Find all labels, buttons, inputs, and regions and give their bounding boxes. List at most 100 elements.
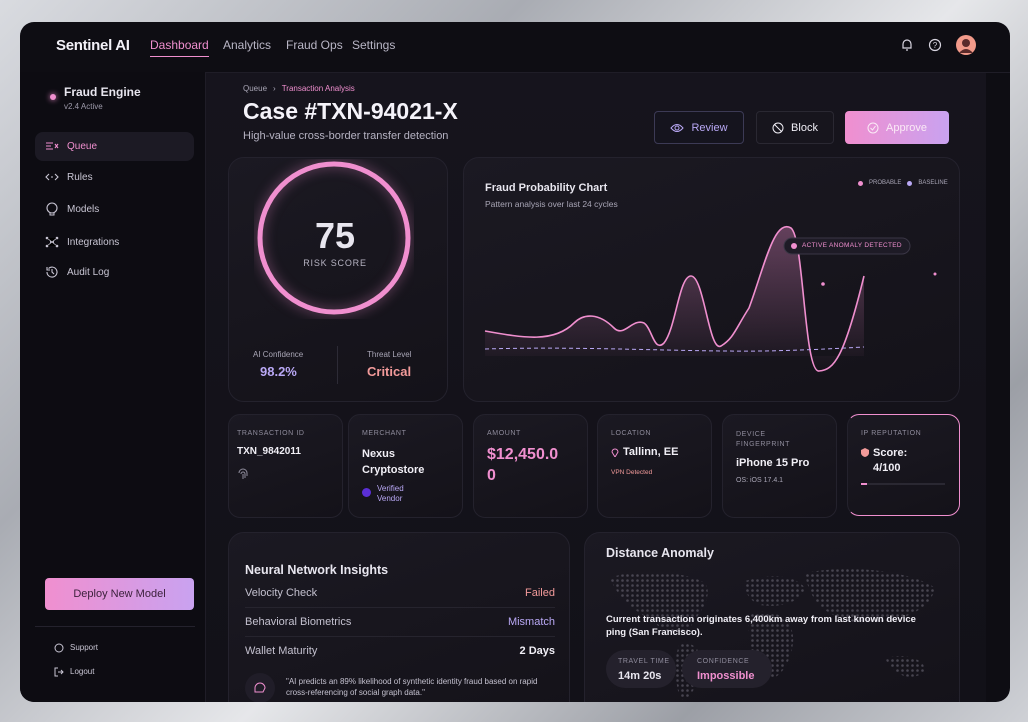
world-map: [610, 568, 935, 700]
nav-link[interactable]: Dashboard: [150, 38, 209, 57]
stat-value: Critical: [367, 364, 412, 379]
stat-label: TRAVEL TIME: [618, 658, 670, 665]
detail-value: Tallinn, EE: [623, 446, 679, 458]
detail-label: DEVICE FINGERPRINT: [736, 431, 791, 448]
distance-card: Distance Anomaly Current transaction ori…: [584, 532, 960, 702]
legend-swatch: [858, 180, 863, 186]
button-label: Approve: [886, 121, 927, 134]
menu-label: Integrations: [67, 237, 120, 248]
stat-label: Threat Level: [367, 350, 412, 359]
engine-name: Fraud Engine: [64, 85, 141, 99]
breadcrumb-item: Transaction Analysis: [281, 84, 355, 93]
brain-icon-badge: [245, 673, 275, 702]
detail-label: MERCHANT: [362, 430, 407, 437]
reputation-track: [861, 483, 945, 485]
legend-label: BASELINE: [918, 180, 948, 186]
brain-icon: [254, 682, 266, 693]
baseline-line: [484, 346, 865, 352]
anomaly-point: [933, 272, 937, 276]
audit-icon: [46, 266, 58, 278]
row-value: Failed: [525, 587, 555, 599]
sidebar: Fraud Engine v2.4 Active Queue Rules Mod…: [20, 72, 206, 702]
block-button[interactable]: Block: [756, 111, 834, 144]
nav-link[interactable]: Settings: [352, 38, 396, 52]
detail-note: Verified Vendor: [377, 484, 404, 503]
detail-label: LOCATION: [611, 430, 652, 437]
help-icon[interactable]: ?: [928, 38, 942, 52]
detail-value: TXN_9842011: [237, 446, 301, 457]
row-label: Behavioral Biometrics: [245, 616, 352, 628]
logout-link[interactable]: Logout: [70, 667, 95, 676]
menu-item[interactable]: Rules: [35, 163, 194, 192]
probable-area: [485, 226, 864, 372]
distance-title: Distance Anomaly: [606, 546, 714, 560]
detail-card: AMOUNT $12,450.00: [473, 414, 588, 518]
block-icon: [772, 122, 784, 133]
shield-icon: [861, 448, 869, 457]
check-icon: [867, 122, 879, 133]
risk-label: RISK SCORE: [303, 258, 367, 268]
risk-ring: [257, 161, 411, 315]
nav-link[interactable]: Fraud Ops: [286, 38, 343, 52]
anomaly-point: [821, 282, 825, 286]
divider: [337, 346, 338, 384]
support-link[interactable]: Support: [70, 643, 99, 652]
detail-card: IP REPUTATION Score: 4/100: [847, 414, 960, 516]
logout-icon: [54, 667, 64, 677]
stat-label: AI Confidence: [253, 350, 304, 359]
menu-item[interactable]: Models: [35, 195, 194, 224]
detail-card: TRANSACTION ID TXN_9842011: [228, 414, 343, 518]
top-bar: Sentinel AI Dashboard Analytics Fraud Op…: [20, 22, 1010, 73]
menu-item[interactable]: Queue: [35, 132, 194, 161]
bell-icon[interactable]: [900, 38, 914, 52]
menu-label: Audit Log: [67, 267, 110, 278]
legend-label: PROBABLE: [869, 180, 902, 186]
menu-item[interactable]: Integrations: [35, 228, 194, 257]
integrations-icon: [45, 236, 59, 248]
nav-link[interactable]: Analytics: [223, 38, 272, 52]
eye-icon: [670, 123, 685, 132]
detail-note: VPN Detected: [611, 469, 653, 476]
insight-row: Velocity Check Failed: [245, 579, 555, 608]
breadcrumb-item[interactable]: Queue: [243, 84, 268, 93]
support-icon: [54, 643, 64, 653]
stat-value: 14m 20s: [618, 670, 662, 682]
chart-card: Fraud Probability Chart Pattern analysis…: [463, 157, 960, 402]
menu-label: Rules: [67, 172, 93, 183]
breadcrumb: Queue › Transaction Analysis: [243, 84, 355, 93]
chart-legend: PROBABLE BASELINE: [858, 180, 948, 186]
button-label: Block: [791, 121, 818, 134]
detail-note: OS: iOS 17.4.1: [736, 477, 784, 484]
chart-title: Fraud Probability Chart: [485, 182, 608, 194]
stat-pill: CONFIDENCE Impossible: [682, 650, 772, 688]
insights-note: "AI predicts an 89% likelihood of synthe…: [286, 677, 538, 697]
case-title: Case #TXN-94021-X: [243, 98, 458, 124]
deploy-button[interactable]: Deploy New Model: [45, 578, 194, 610]
case-subtitle: High-value cross-border transfer detecti…: [243, 130, 449, 142]
menu-item[interactable]: Audit Log: [35, 258, 194, 287]
insights-card: Neural Network Insights Velocity Check Fa…: [228, 532, 570, 702]
reputation-fill: [861, 483, 867, 485]
detail-label: AMOUNT: [487, 430, 521, 437]
divider: [35, 626, 195, 627]
brand: Sentinel AI: [56, 37, 130, 54]
approve-button[interactable]: Approve: [845, 111, 949, 144]
distance-text: Current transaction originates 6,400km a…: [606, 614, 916, 638]
annotation-label: ACTIVE ANOMALY DETECTED: [802, 242, 902, 249]
row-label: Velocity Check: [245, 587, 318, 599]
avatar[interactable]: [955, 34, 977, 56]
row-value: 2 Days: [519, 645, 555, 657]
row-value: Mismatch: [507, 616, 555, 628]
rules-icon: [45, 173, 59, 181]
annotation-dot: [791, 243, 797, 249]
detail-value: $12,450.00: [487, 446, 559, 484]
fingerprint-icon: [238, 468, 248, 479]
stat-label: CONFIDENCE: [697, 658, 750, 665]
risk-card: 75 RISK SCORE AI Confidence 98.2% Threat…: [228, 157, 448, 402]
menu-label: Queue: [67, 141, 98, 152]
stat-value: Impossible: [697, 670, 755, 682]
detail-value: Score: 4/100: [873, 447, 908, 474]
review-button[interactable]: Review: [654, 111, 744, 144]
detail-label: TRANSACTION ID: [237, 430, 305, 437]
